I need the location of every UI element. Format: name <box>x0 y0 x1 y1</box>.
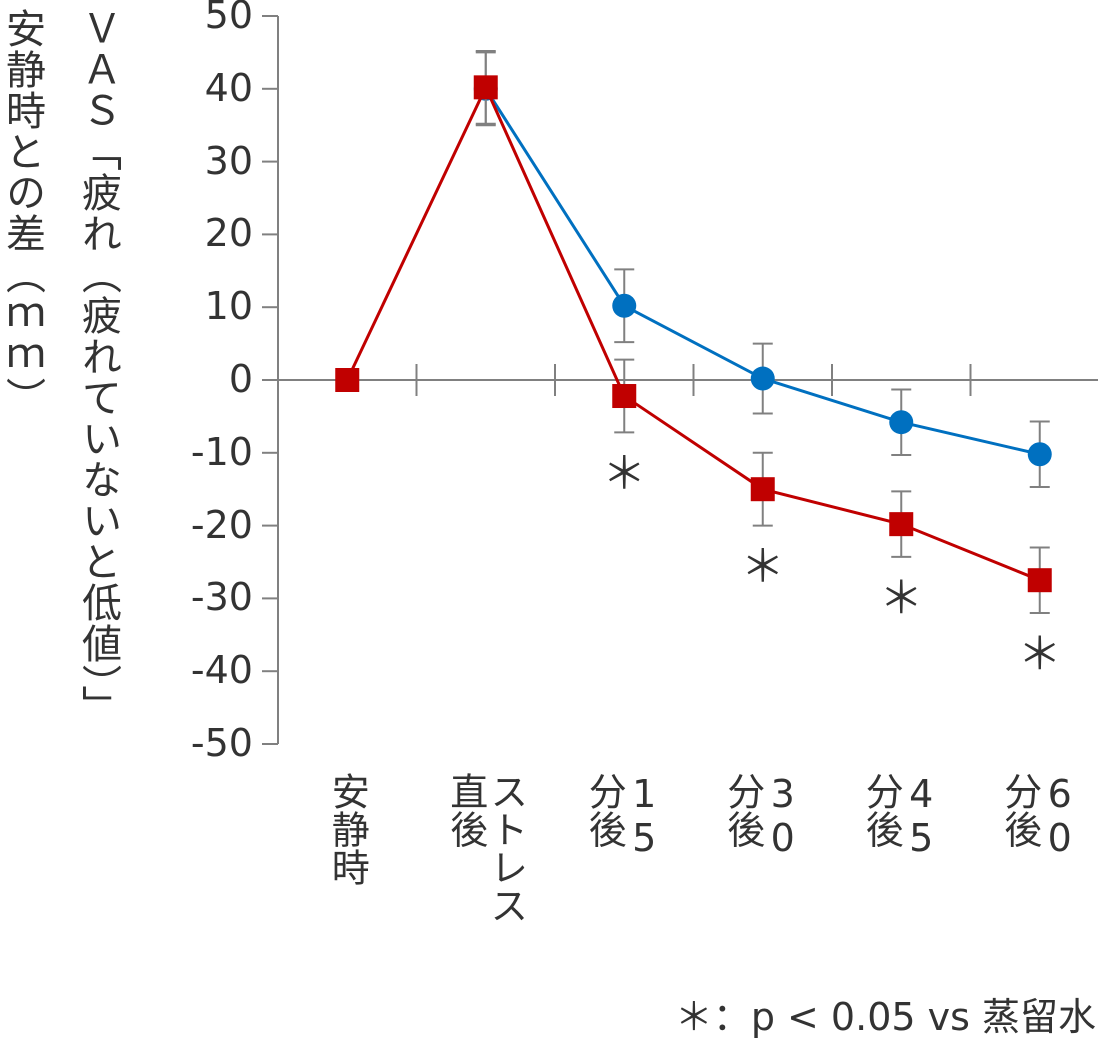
series-2-point <box>473 75 498 100</box>
significance-mark: ＊ <box>1018 629 1062 680</box>
series-2-point <box>750 477 775 502</box>
x-category-label: 60 分後 <box>997 772 1082 860</box>
series-1-point <box>889 410 914 435</box>
significance-footnote: ＊：p < 0.05 vs 蒸留水 <box>674 995 1096 1039</box>
series-1-point <box>750 366 775 391</box>
x-category-label-line: 60 <box>1037 772 1082 860</box>
significance-mark: ＊ <box>741 542 785 593</box>
y-tick-label: 20 <box>204 211 253 256</box>
x-category-label: 30 分後 <box>720 772 805 860</box>
x-category-label-line: 分後 <box>720 772 765 848</box>
y-tick-label: -30 <box>190 575 253 620</box>
x-category-label-line: 直後 <box>443 772 488 848</box>
series-2-point <box>1027 568 1052 593</box>
y-axis-label-outer: 安静時との差（ｍｍ） <box>0 8 45 418</box>
y-tick-label: 50 <box>204 0 253 37</box>
y-tick-label: 0 <box>228 357 253 401</box>
x-category-label-line: 安静時 <box>325 772 370 886</box>
x-category-label: ストレス 直後 <box>443 772 528 924</box>
x-category-label-line: ストレス <box>483 772 528 924</box>
y-tick-label: -20 <box>190 502 253 547</box>
significance-mark: ＊ <box>602 448 646 499</box>
y-tick-label: -40 <box>190 648 253 693</box>
y-axis-label-inner: ＶＡＳ「疲れ（疲れていないと低値）」 <box>75 8 121 726</box>
x-category-label: 15 分後 <box>582 772 667 860</box>
x-category-label-line: 分後 <box>582 772 627 848</box>
y-tick-label: 40 <box>204 65 253 110</box>
series-2-point <box>335 368 360 392</box>
x-category-label-line: 45 <box>899 772 944 860</box>
y-tick-label: 10 <box>204 284 253 329</box>
x-category-label: 45 分後 <box>859 772 944 860</box>
y-tick-label: 30 <box>204 138 253 183</box>
series-2-line <box>345 83 1041 582</box>
significance-mark: ＊ <box>879 573 923 624</box>
series-1-point <box>1027 442 1052 467</box>
series-2-point <box>612 384 637 409</box>
x-category-label: 安静時 <box>325 772 370 886</box>
series-2-point <box>889 512 914 537</box>
x-category-label-line: 30 <box>760 772 805 860</box>
x-category-label-line: 分後 <box>859 772 904 848</box>
x-category-label-line: 分後 <box>997 772 1042 848</box>
y-tick-label: -10 <box>190 429 253 474</box>
y-tick-label: -50 <box>190 721 253 765</box>
series-1-point <box>612 293 637 318</box>
x-category-label-line: 15 <box>622 772 667 860</box>
